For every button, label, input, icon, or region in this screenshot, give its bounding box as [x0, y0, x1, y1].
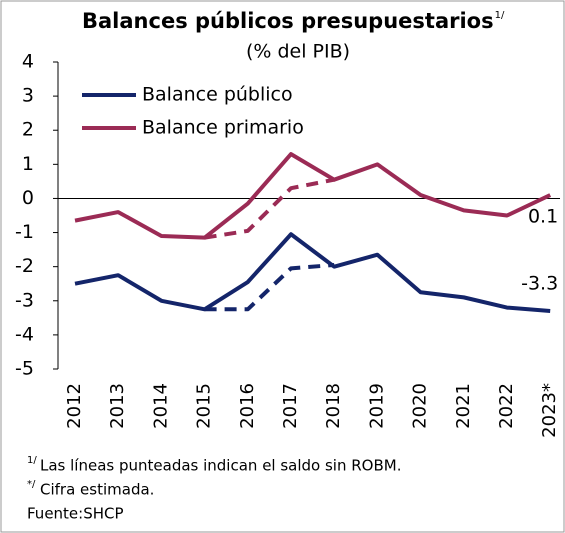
footnote-text: Las líneas punteadas indican el saldo si… — [40, 457, 401, 475]
chart-title: Balances públicos presupuestarios — [82, 9, 494, 33]
legend-label: Balance público — [142, 84, 293, 106]
x-tick-label: 2014 — [150, 383, 171, 429]
x-tick-label: 2016 — [237, 383, 258, 429]
y-tick-label: -3 — [15, 289, 34, 311]
chart-subtitle: (% del PIB) — [246, 41, 350, 63]
dashed-line — [204, 177, 335, 240]
x-tick-label: 2020 — [410, 383, 431, 429]
line — [74, 232, 551, 314]
x-tick-label: 2017 — [280, 383, 301, 429]
x-tick-label: 2013 — [107, 383, 128, 429]
footnote-text: Cifra estimada. — [40, 481, 154, 499]
x-tick-label: 2012 — [64, 383, 85, 429]
data-label: -3.3 — [521, 273, 558, 295]
y-tick-label: 0 — [22, 187, 34, 209]
x-tick-label: 2019 — [366, 383, 387, 429]
footnote-mark: */ — [27, 479, 36, 490]
x-tick-label: 2022 — [496, 383, 517, 429]
title-note: 1/ — [495, 10, 505, 21]
footnote-text: Fuente:SHCP — [27, 505, 124, 523]
data-label: 0.1 — [528, 206, 558, 228]
x-tick-label: 2015 — [194, 383, 215, 429]
y-tick-label: 1 — [22, 153, 34, 175]
dashed-line — [204, 262, 335, 312]
x-tick-label: 2018 — [323, 383, 344, 429]
y-tick-label: -5 — [15, 358, 34, 380]
legend-label: Balance primario — [142, 117, 304, 139]
footnote-mark: 1/ — [27, 455, 37, 466]
x-tick-label: 2023* — [539, 383, 560, 438]
y-tick-label: 3 — [22, 85, 34, 107]
x-tick-label: 2021 — [453, 383, 474, 429]
y-tick-label: 4 — [22, 51, 34, 73]
y-tick-label: -2 — [15, 255, 34, 277]
line — [74, 152, 552, 240]
y-tick-label: -1 — [15, 221, 34, 243]
y-tick-label: -4 — [15, 323, 34, 345]
y-tick-label: 2 — [22, 119, 34, 141]
